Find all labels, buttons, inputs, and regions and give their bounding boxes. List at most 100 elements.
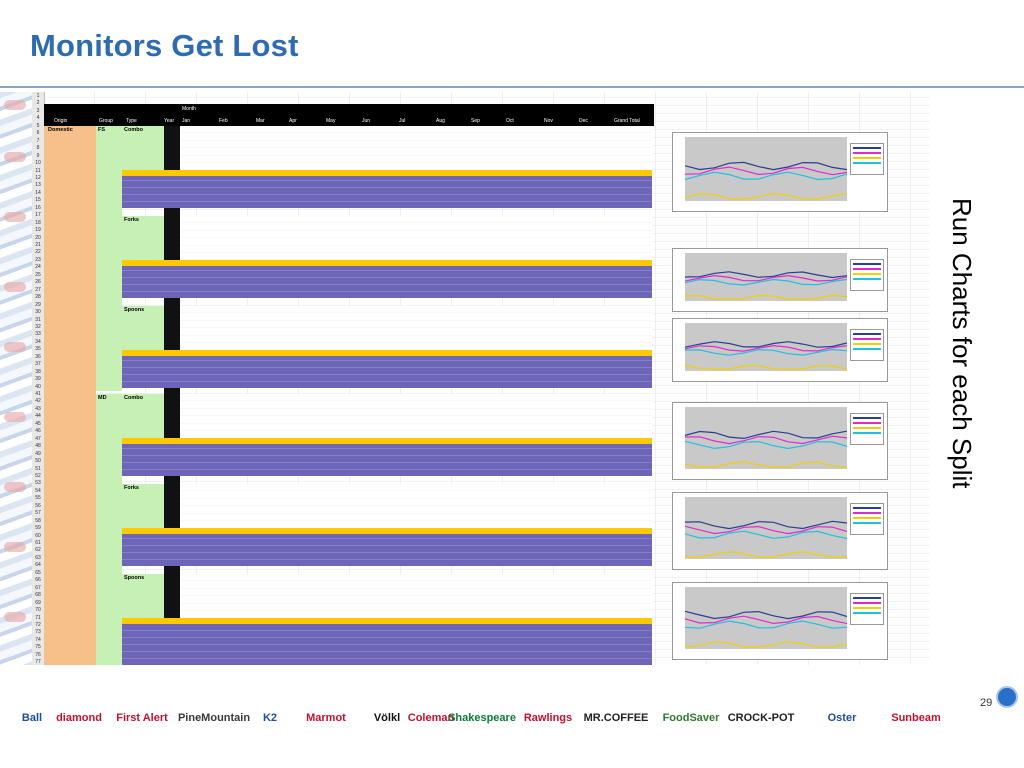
type-label: Forks [124, 217, 139, 223]
row-number: 56 [35, 502, 41, 509]
chart-series-line [685, 364, 847, 370]
chart-series-line [685, 161, 847, 171]
chart-series-line [685, 294, 847, 300]
row-number: 40 [35, 383, 41, 390]
run-chart [672, 248, 888, 312]
chart-legend [850, 259, 884, 291]
group-md-label: MD [98, 395, 107, 401]
brand-logo-reflection [724, 738, 798, 760]
chart-series-line [685, 460, 847, 468]
row-number: 45 [35, 420, 41, 427]
row-number: 41 [35, 391, 41, 397]
summary-row-purple [122, 534, 652, 566]
summary-row-purple [122, 444, 652, 476]
type-label: Spoons [124, 307, 145, 313]
chart-series-line [685, 610, 847, 620]
brand-logo: Rawlings [523, 712, 573, 724]
brand-logo: Shakespeare [448, 712, 516, 724]
header-month: Month [182, 106, 196, 112]
summary-row-purple [122, 266, 652, 298]
row-number: 58 [35, 517, 41, 524]
row-number: 65 [35, 569, 41, 576]
row-number: 17 [35, 212, 41, 219]
chart-legend [850, 593, 884, 625]
brand-logo: First Alert [116, 712, 168, 724]
row-number: 24 [35, 264, 41, 271]
row-number: 60 [35, 532, 41, 539]
row-number: 7 [36, 137, 40, 144]
summary-row-yellow [122, 618, 652, 624]
yearly-values-block [180, 574, 652, 618]
summary-row-yellow [122, 260, 652, 266]
yearly-values-block [180, 306, 652, 350]
row-number: 50 [35, 458, 41, 465]
row-number: 28 [35, 294, 41, 301]
row-number: 31 [35, 316, 41, 323]
chart-lines [685, 430, 847, 468]
col-dec: Dec [579, 118, 588, 124]
title-divider [0, 86, 1024, 88]
brand-logo: Coleman [407, 712, 455, 724]
row-number: 33 [35, 331, 41, 338]
brand-logo: CROCK-POT [727, 712, 795, 724]
brand-logo-reflection [804, 738, 880, 760]
run-charts-caption: Run Charts for each Split [943, 198, 983, 588]
col-jul: Jul [399, 118, 406, 124]
row-number: 52 [35, 472, 41, 479]
brand-logo-reflection [414, 738, 448, 760]
chart-series-line [685, 620, 847, 629]
row-number: 9 [36, 152, 40, 159]
run-chart [672, 132, 888, 212]
yearly-values-block [180, 126, 652, 170]
brand-logo: FoodSaver [662, 712, 720, 724]
row-number: 6 [36, 130, 40, 137]
chart-series-line [685, 430, 847, 440]
row-number: 61 [35, 540, 41, 546]
row-number: 64 [35, 562, 41, 569]
run-chart [672, 582, 888, 660]
row-number: 20 [35, 234, 41, 241]
row-number: 15 [35, 197, 41, 204]
row-number: 34 [35, 338, 41, 345]
row-number: 14 [35, 189, 41, 196]
type-label: Combo [124, 395, 143, 401]
summary-row-yellow [122, 438, 652, 444]
brand-logo: MR.COFFEE [583, 712, 649, 724]
yearly-values-block [180, 394, 652, 438]
yearly-values-block [180, 216, 652, 260]
row-number: 59 [35, 525, 41, 532]
brand-logo-reflection [14, 738, 50, 760]
origin-column [44, 126, 96, 665]
chart-series-line [685, 278, 847, 286]
summary-row-purple [122, 176, 652, 208]
row-number: 39 [35, 376, 41, 383]
row-number: 13 [35, 182, 41, 189]
row-number: 67 [35, 584, 41, 591]
chart-series-line [685, 348, 847, 356]
row-number: 74 [35, 636, 41, 643]
row-number: 69 [35, 599, 41, 606]
brand-logo-reflection [292, 738, 360, 760]
row-number: 76 [35, 651, 41, 658]
run-chart [672, 402, 888, 480]
col-origin: Origin [54, 118, 68, 124]
brand-logo-strip: Ball diamond First Alert PineMountain K2 Marm… [0, 700, 1024, 768]
row-number: 68 [35, 592, 41, 599]
row-number: 48 [35, 443, 41, 450]
row-number: 71 [35, 614, 41, 621]
col-year: Year [164, 118, 175, 124]
row-number: 2 [36, 100, 40, 107]
col-mar: Mar [256, 118, 265, 124]
brand-logo: Ball [21, 712, 43, 724]
summary-row-yellow [122, 528, 652, 534]
row-number: 30 [35, 309, 41, 316]
chart-lines [685, 520, 847, 558]
col-sep: Sep [471, 118, 480, 124]
row-number: 21 [35, 242, 41, 248]
col-apr: Apr [289, 118, 297, 124]
row-number: 72 [35, 621, 41, 628]
brand-logo-reflection [450, 738, 514, 760]
run-chart [672, 318, 888, 382]
brand-logo-reflection [656, 738, 726, 760]
row-number: 22 [35, 249, 41, 256]
